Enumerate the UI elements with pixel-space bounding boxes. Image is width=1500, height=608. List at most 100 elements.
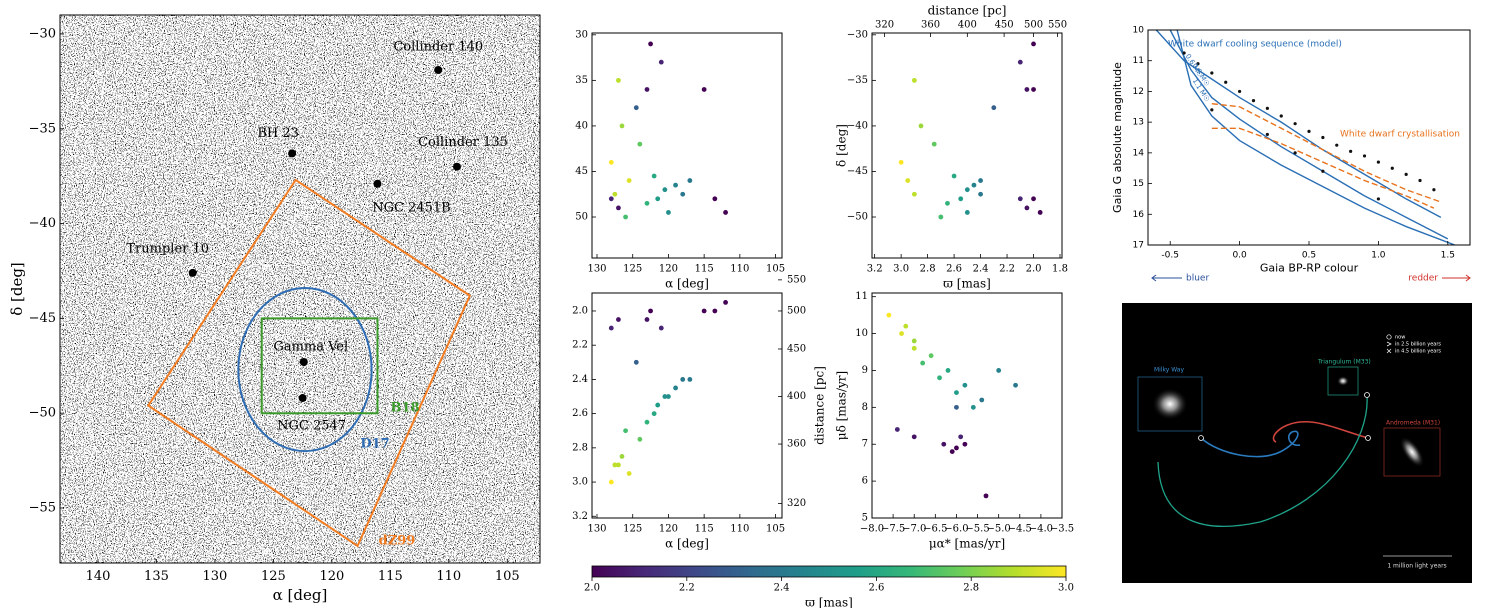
cluster-label: NGC 2547 — [277, 419, 346, 434]
point — [945, 200, 950, 206]
point — [1013, 382, 1018, 388]
point — [608, 325, 614, 331]
x-tick-label: −3.5 — [1050, 524, 1074, 535]
point — [971, 182, 977, 188]
x-axis-label: ϖ [mas] — [805, 596, 853, 608]
point — [1362, 154, 1367, 158]
milky-way-track — [1200, 430, 1301, 458]
x-tick-label: 0.5 — [1302, 251, 1316, 261]
galaxy-label: Triangulum (M33) — [1317, 359, 1371, 366]
region-label: dZ99 — [379, 534, 416, 549]
point — [1224, 80, 1228, 84]
y-tick-label: 11 — [855, 291, 868, 302]
x-tick-label: 2.8 — [920, 264, 936, 275]
x-tick-label: 125 — [261, 569, 286, 584]
point — [637, 436, 643, 442]
x-tick-label: 110 — [730, 524, 749, 535]
x-tick-label: 115 — [378, 569, 403, 584]
point — [299, 358, 308, 367]
point — [616, 462, 621, 468]
region-label: B18 — [390, 401, 419, 416]
point — [911, 345, 917, 351]
x-tick-label: 125 — [623, 264, 642, 275]
point — [452, 162, 461, 171]
y2-tick-label: 550 — [787, 274, 806, 285]
triangulum-image — [1337, 376, 1349, 386]
point — [623, 428, 628, 434]
point — [991, 105, 997, 111]
annotation: White dwarf cooling sequence (model) — [1168, 40, 1342, 50]
x-tick-label: 1.8 — [1052, 264, 1068, 275]
x-tick-label: 1.5 — [1441, 251, 1455, 261]
point — [655, 402, 661, 408]
cluster-label: Gamma Vel — [273, 340, 348, 355]
y-tick-label: −45 — [847, 166, 868, 177]
point — [188, 268, 197, 277]
x-tick-label: 2.4 — [774, 583, 790, 594]
model-line — [1211, 103, 1442, 203]
point — [687, 377, 693, 382]
now-marker — [1364, 392, 1370, 398]
point — [954, 390, 959, 395]
point — [1017, 59, 1023, 65]
y-tick-label: 16 — [1133, 210, 1145, 220]
point — [1349, 149, 1353, 153]
point — [949, 449, 955, 455]
galaxy-label: Milky Way — [1154, 367, 1184, 374]
model-line — [1169, 30, 1449, 240]
x-tick-label: −6.5 — [923, 524, 947, 535]
point — [623, 214, 628, 220]
region-label: D17 — [360, 437, 389, 452]
legend-text: in 4.5 billion years — [1395, 349, 1441, 355]
y-tick-label: 2.0 — [572, 305, 588, 316]
y-tick-label: 3.2 — [572, 511, 588, 522]
x-tick-label: 1.0 — [1371, 251, 1386, 261]
x-tick-label: 120 — [319, 569, 344, 584]
x-tick-label: 110 — [436, 569, 461, 584]
point — [1418, 178, 1422, 183]
y2-tick-label: 500 — [787, 305, 806, 316]
point — [723, 300, 728, 305]
point — [983, 493, 989, 499]
x-tick-label: 110 — [730, 264, 749, 275]
legend-symbol — [1386, 348, 1392, 354]
y-tick-label: 13 — [1133, 118, 1144, 128]
point — [1024, 87, 1030, 92]
y-tick-label: 12 — [1133, 87, 1144, 97]
point — [712, 196, 718, 202]
point — [958, 434, 964, 440]
plot-area — [608, 300, 728, 485]
x-tick-label: 3.2 — [867, 264, 883, 275]
point — [626, 178, 632, 183]
x-tick-label: 130 — [587, 524, 606, 535]
y-tick-label: −35 — [847, 75, 868, 86]
x-tick-label: 105 — [766, 264, 785, 275]
point — [701, 87, 707, 92]
point — [712, 308, 718, 314]
x-tick-label: -0.5 — [1161, 251, 1179, 261]
point — [666, 394, 671, 399]
point — [655, 196, 661, 202]
point — [1404, 172, 1408, 176]
x-tick-label: 115 — [695, 264, 714, 275]
point — [616, 317, 621, 322]
x-tick-label: 2.8 — [963, 583, 979, 594]
x-tick-label: 140 — [86, 569, 111, 584]
point — [637, 141, 643, 147]
point — [662, 394, 668, 399]
point — [911, 338, 917, 344]
y-tick-label: −50 — [847, 212, 868, 223]
point — [941, 441, 947, 447]
point — [288, 149, 297, 158]
y-tick-label: 11 — [1133, 56, 1144, 66]
point — [644, 419, 650, 425]
cluster-label: Collinder 140 — [393, 39, 483, 54]
y-tick-label: 2.6 — [572, 408, 588, 419]
plot-area — [608, 41, 728, 220]
point — [954, 445, 959, 451]
point — [1265, 106, 1269, 110]
x-axis-label: ϖ [mas] — [943, 277, 991, 291]
x2-axis-label: distance [pc] — [928, 4, 1007, 18]
point — [644, 87, 650, 92]
point — [434, 65, 443, 74]
